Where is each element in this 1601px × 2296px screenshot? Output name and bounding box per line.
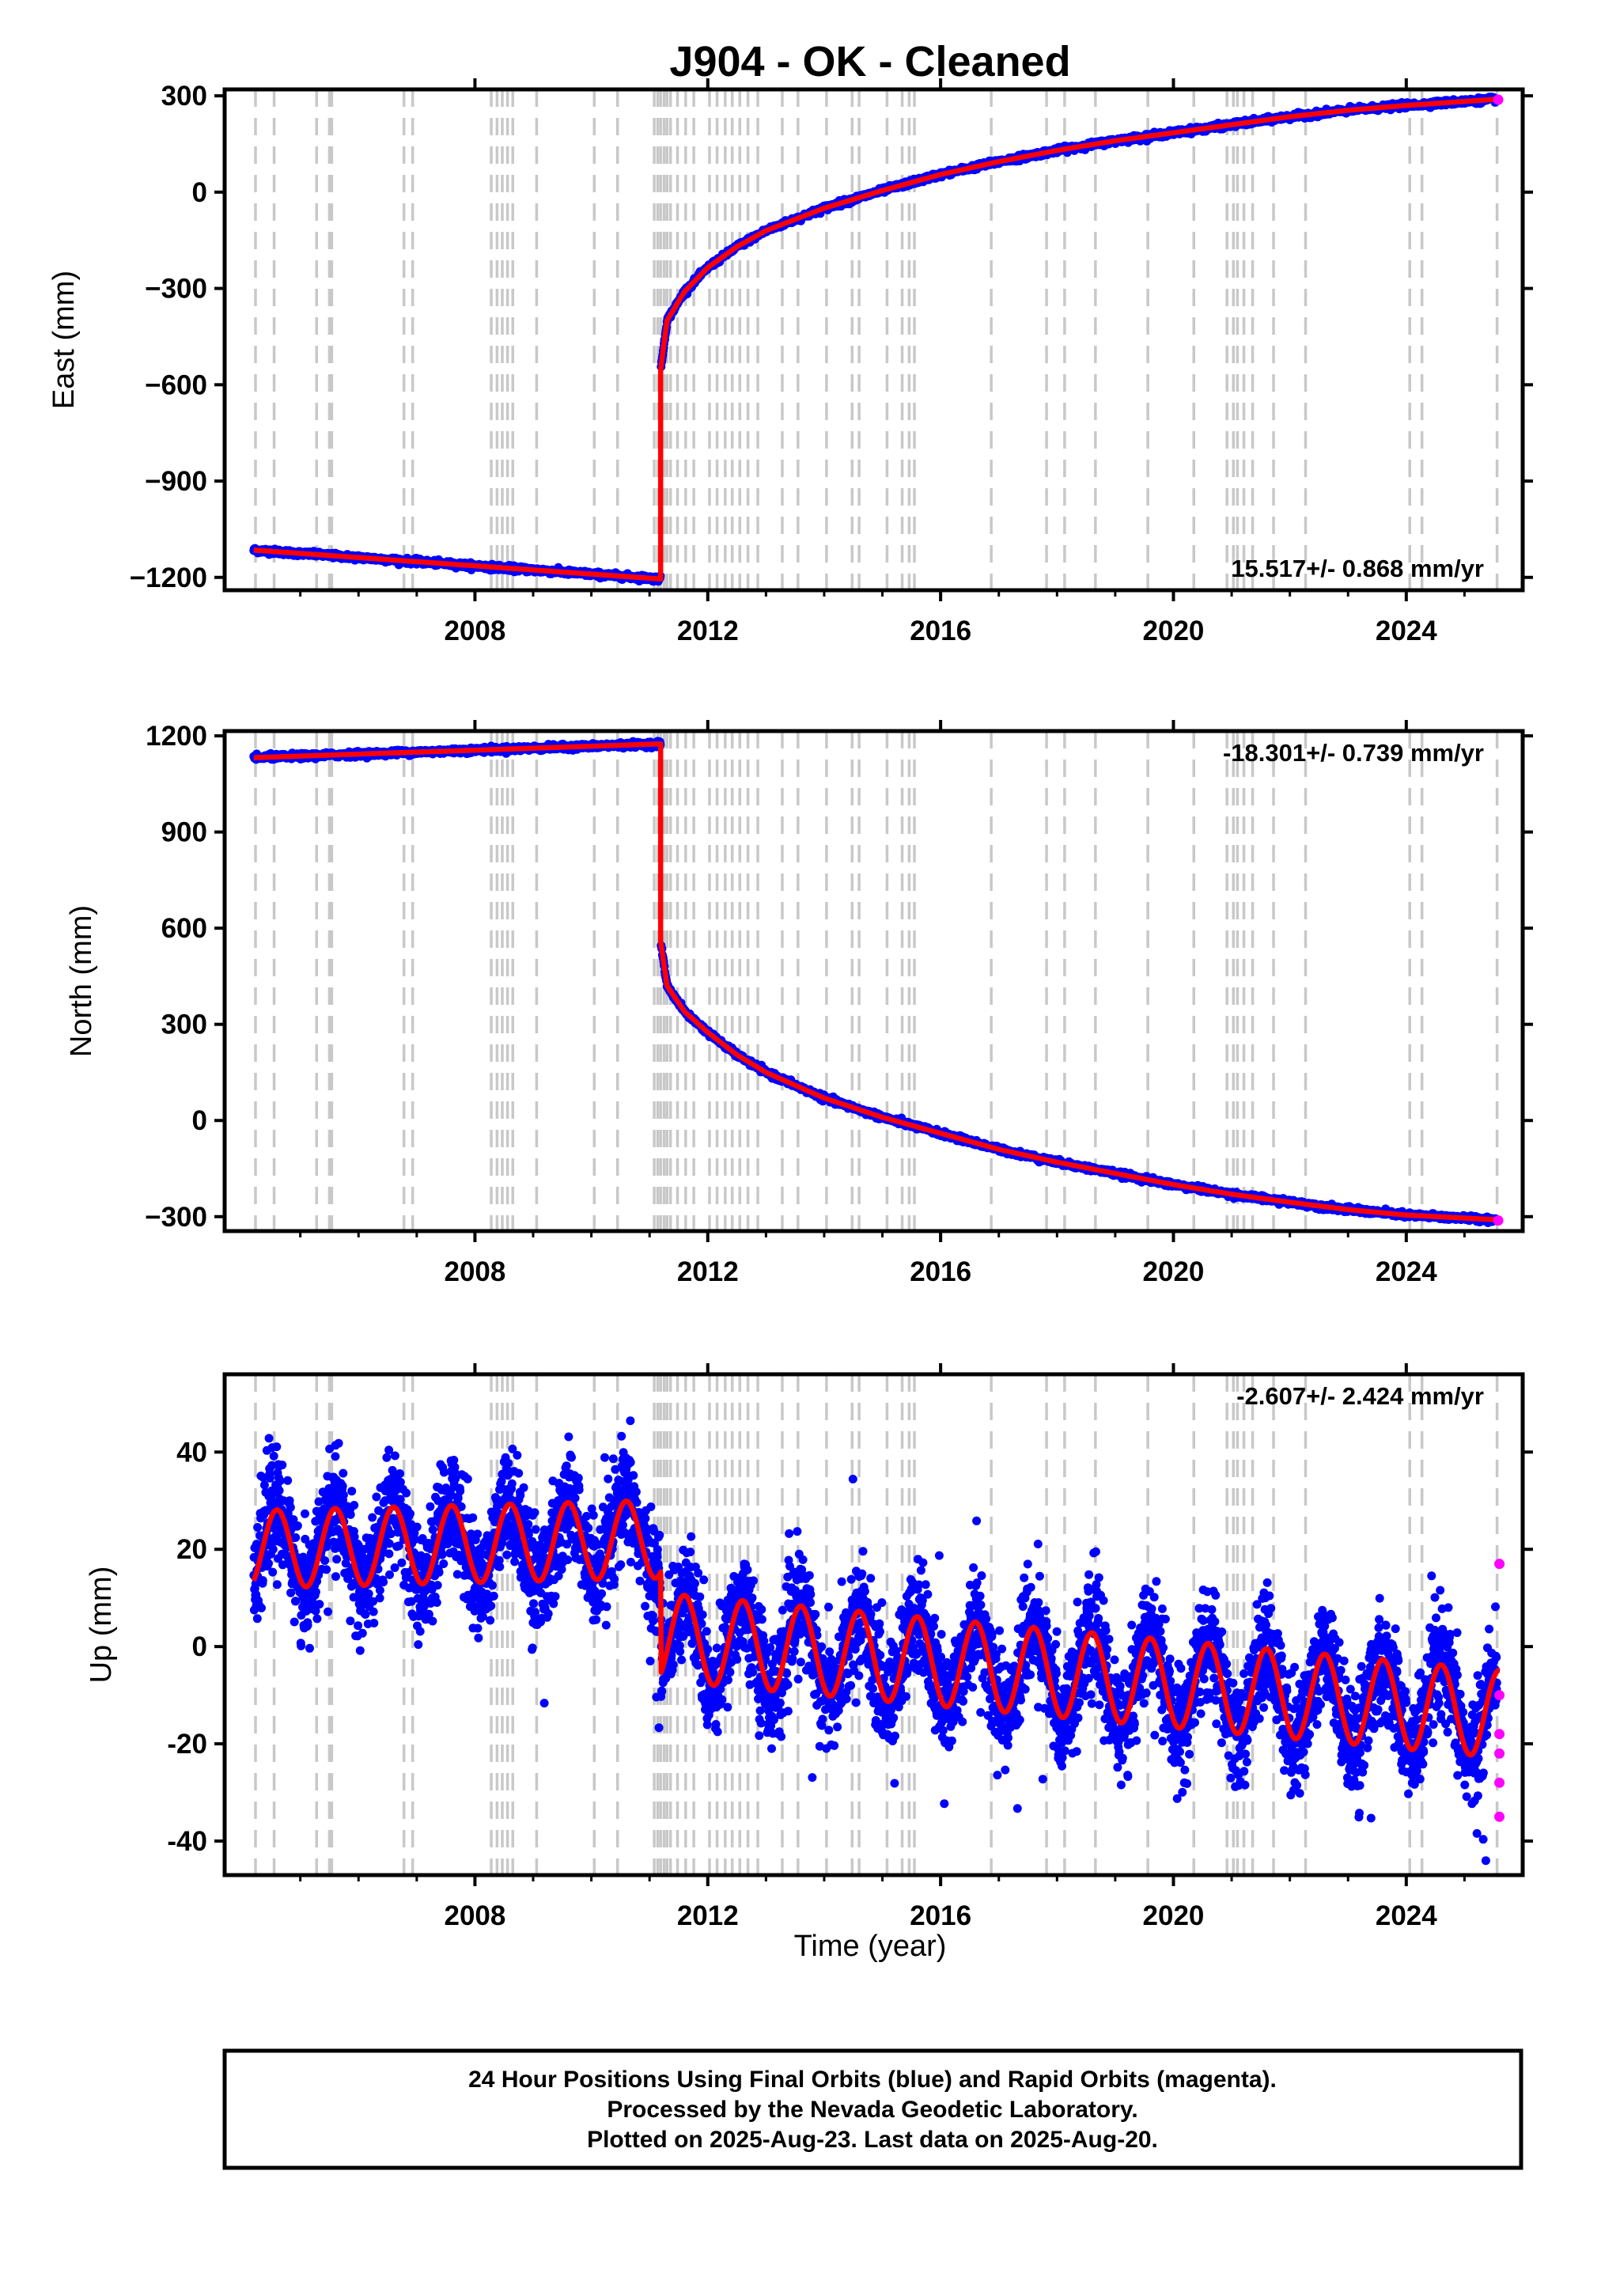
velocity-label: 15.517+/- 0.868 mm/yr [1231,555,1484,582]
rapid-orbit-point [1493,94,1504,105]
final-orbit-points [249,737,1501,1227]
x-tick-label: 2016 [910,616,971,646]
model-fit-line [252,96,1501,582]
y-tick-label: 0 [192,177,207,208]
plot-area [249,89,1504,590]
y-tick-label: −300 [145,274,207,305]
east-panel: 300 0 −300 −600 −900 −1200 2008 2012 2016 2020 202… [47,78,1533,646]
x-tick-label: 2012 [677,616,739,646]
final-orbit-points [249,93,1501,586]
chart-title: J904 - OK - Cleaned [669,38,1070,85]
x-tick-label: 2024 [1376,616,1437,646]
y-tick-label: −600 [145,369,207,400]
plot-area [249,731,1504,1231]
panel-frame [222,87,1525,593]
y-tick-label: −900 [145,466,207,497]
y-tick-label: −1200 [130,563,207,593]
x-tick-label: 2020 [1143,616,1205,646]
y-tick-label: 300 [161,81,207,112]
y-axis-label: East (mm) [47,271,81,409]
x-tick-label: 2008 [444,616,505,646]
